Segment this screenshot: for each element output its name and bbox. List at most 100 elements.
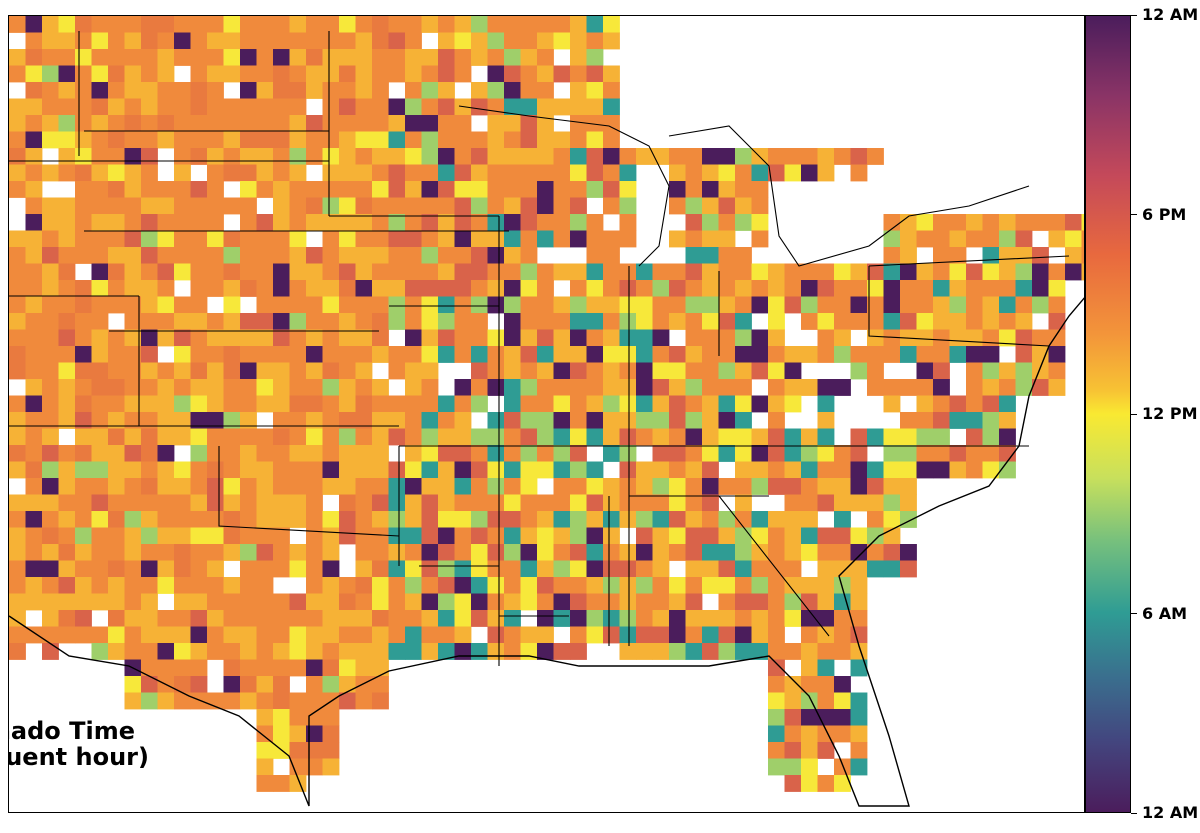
heat-cell bbox=[421, 643, 439, 660]
heat-cell bbox=[784, 428, 802, 446]
heat-cell bbox=[273, 280, 290, 297]
heat-cell bbox=[438, 610, 455, 627]
heat-cell bbox=[42, 428, 59, 446]
heat-cell bbox=[157, 16, 175, 33]
heat-cell bbox=[256, 643, 274, 660]
heat-cell bbox=[388, 428, 406, 446]
heat-cell bbox=[834, 280, 851, 297]
heat-cell bbox=[108, 230, 125, 248]
heat-cell bbox=[949, 313, 967, 330]
heat-cell bbox=[306, 527, 323, 545]
heat-cell bbox=[322, 659, 340, 677]
heat-cell bbox=[933, 461, 950, 479]
heat-cell bbox=[157, 329, 175, 347]
heat-cell bbox=[58, 148, 76, 165]
heat-cell bbox=[25, 577, 43, 594]
heat-cell bbox=[256, 527, 274, 545]
heat-cell bbox=[883, 296, 901, 314]
heat-cell bbox=[883, 544, 901, 561]
heat-cell bbox=[553, 329, 571, 347]
heat-cell bbox=[735, 560, 752, 578]
heat-cell bbox=[25, 197, 43, 215]
heat-cell bbox=[817, 461, 835, 479]
heat-cell bbox=[834, 577, 851, 594]
heat-cell bbox=[834, 709, 851, 726]
heat-cell bbox=[256, 362, 274, 380]
heat-cell bbox=[768, 395, 785, 413]
heat-cell bbox=[454, 313, 472, 330]
heat-cell bbox=[256, 494, 274, 512]
heat-cell bbox=[883, 214, 901, 231]
heat-cell bbox=[42, 412, 59, 429]
heat-cell bbox=[685, 296, 703, 314]
heat-cell bbox=[405, 527, 422, 545]
heat-cell bbox=[289, 164, 307, 182]
heat-cell bbox=[504, 263, 521, 281]
heat-cell bbox=[339, 478, 356, 495]
heat-cell bbox=[306, 32, 323, 50]
heat-cell bbox=[42, 544, 59, 561]
heat-cell bbox=[438, 461, 455, 479]
heat-cell bbox=[372, 626, 389, 644]
heat-cell bbox=[768, 544, 785, 561]
heat-cell bbox=[223, 164, 241, 182]
heat-cell bbox=[75, 428, 92, 446]
heat-cell bbox=[190, 49, 208, 66]
heat-cell bbox=[817, 313, 835, 330]
heat-cell bbox=[999, 412, 1016, 429]
heat-cell bbox=[108, 181, 125, 198]
heat-cell bbox=[256, 626, 274, 644]
heat-cell bbox=[850, 494, 868, 512]
heat-cell bbox=[768, 610, 785, 627]
heat-cell bbox=[834, 643, 851, 660]
heat-cell bbox=[240, 643, 257, 660]
heat-cell bbox=[141, 478, 158, 495]
heat-cell bbox=[718, 527, 736, 545]
heat-cell bbox=[141, 428, 158, 446]
heat-cell bbox=[9, 445, 26, 462]
heat-cell bbox=[388, 626, 406, 644]
heat-cell bbox=[388, 560, 406, 578]
heat-cell bbox=[570, 214, 587, 231]
heat-cell bbox=[702, 346, 719, 363]
heat-cell bbox=[124, 346, 142, 363]
heat-cell bbox=[58, 329, 76, 347]
heat-cell bbox=[190, 362, 208, 380]
heat-cell bbox=[570, 478, 587, 495]
heat-cell bbox=[355, 65, 373, 83]
heat-cell bbox=[801, 296, 818, 314]
heat-cell bbox=[91, 395, 109, 413]
heat-cell bbox=[421, 313, 439, 330]
heat-cell bbox=[141, 626, 158, 644]
heat-cell bbox=[289, 247, 307, 264]
heat-cell bbox=[25, 461, 43, 479]
heat-cell bbox=[619, 197, 637, 215]
heat-cell bbox=[190, 313, 208, 330]
heat-cell bbox=[289, 511, 307, 528]
heat-cell bbox=[124, 428, 142, 446]
heat-cell bbox=[1015, 362, 1033, 380]
heat-cell bbox=[306, 742, 323, 759]
heat-cell bbox=[471, 181, 488, 198]
heat-cell bbox=[652, 379, 670, 396]
heat-cell bbox=[1065, 230, 1082, 248]
heat-cell bbox=[1081, 247, 1084, 264]
heat-cell bbox=[240, 65, 257, 83]
heat-cell bbox=[174, 346, 191, 363]
heat-cell bbox=[504, 148, 521, 165]
heat-cell bbox=[355, 676, 373, 693]
heat-cell bbox=[174, 197, 191, 215]
heat-cell bbox=[42, 610, 59, 627]
heat-cell bbox=[256, 676, 274, 693]
heat-cell bbox=[58, 32, 76, 50]
heat-cell bbox=[537, 412, 554, 429]
heat-cell bbox=[735, 379, 752, 396]
heat-cell bbox=[289, 214, 307, 231]
heat-cell bbox=[685, 197, 703, 215]
heat-cell bbox=[454, 247, 472, 264]
heat-cell bbox=[58, 263, 76, 281]
heat-cell bbox=[603, 164, 620, 182]
heat-cell bbox=[157, 280, 175, 297]
heat-cell bbox=[685, 478, 703, 495]
heat-cell bbox=[355, 445, 373, 462]
